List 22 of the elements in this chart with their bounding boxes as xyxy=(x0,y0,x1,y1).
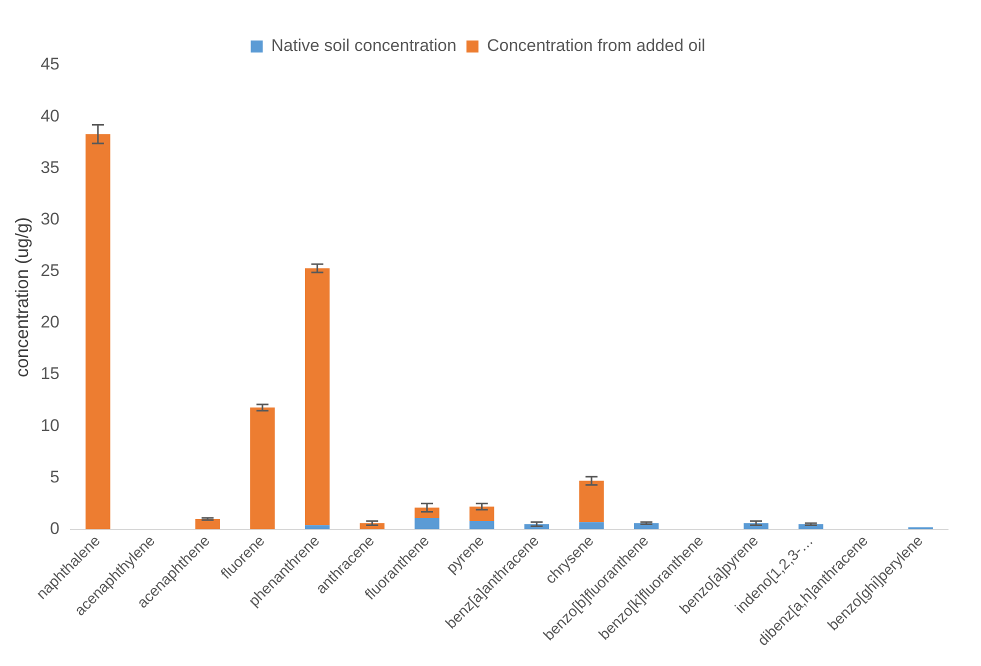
bar xyxy=(469,506,494,522)
y-axis-title: concentration (ug/g) xyxy=(12,217,32,378)
y-tick-label: 10 xyxy=(40,416,60,435)
y-tick-label: 45 xyxy=(40,54,60,74)
y-tick-label: 15 xyxy=(40,364,60,384)
bar xyxy=(86,134,110,530)
bar xyxy=(579,522,604,530)
bar xyxy=(469,521,494,530)
bar xyxy=(304,268,330,526)
bar xyxy=(304,525,330,530)
y-tick-label: 25 xyxy=(40,261,60,280)
bar xyxy=(250,408,275,530)
y-tick-label: 35 xyxy=(40,158,60,177)
y-tick-label: 20 xyxy=(40,312,60,332)
legend-label: Concentration from added oil xyxy=(486,36,706,56)
bar xyxy=(579,480,604,522)
legend-label: Native soil concentration xyxy=(271,36,456,56)
y-tick-label: 40 xyxy=(40,106,60,126)
bar xyxy=(414,518,440,530)
y-tick-label: 30 xyxy=(40,209,60,228)
y-tick-label: 5 xyxy=(50,467,60,486)
y-tick-label: 0 xyxy=(50,518,60,538)
